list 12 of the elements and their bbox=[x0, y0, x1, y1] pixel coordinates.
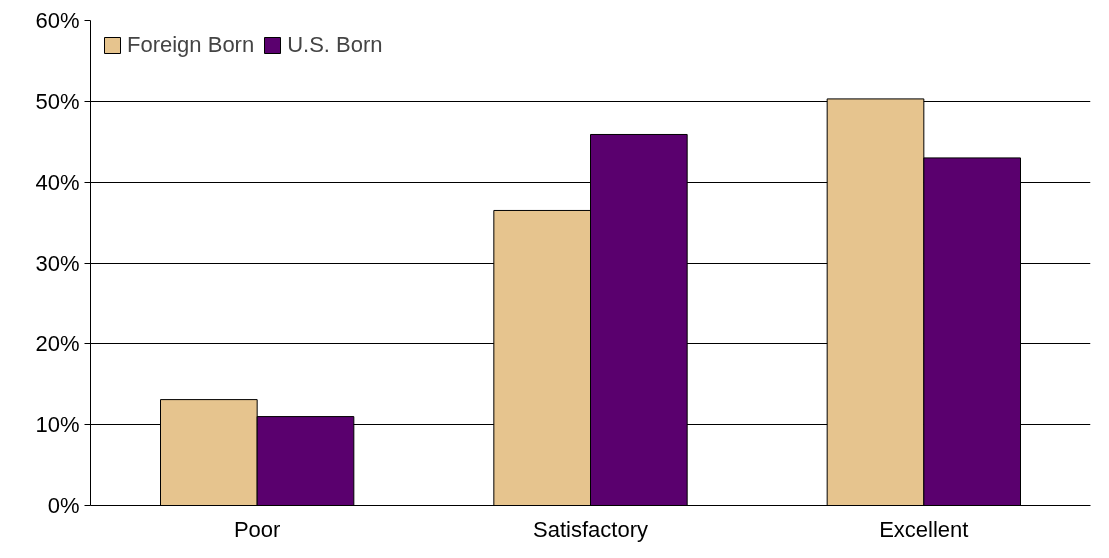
y-tick-label: 10% bbox=[35, 412, 80, 438]
y-tick-label: 30% bbox=[35, 250, 80, 276]
x-tick-label: Poor bbox=[233, 516, 281, 542]
y-tick-label: 60% bbox=[35, 8, 80, 33]
y-tick-label: 20% bbox=[35, 331, 80, 357]
legend-label: U.S. Born bbox=[287, 32, 383, 58]
legend-label: Foreign Born bbox=[127, 32, 255, 58]
x-tick-label: Satisfactory bbox=[533, 516, 648, 542]
y-tick-label: 0% bbox=[47, 493, 80, 518]
y-tick-label: 50% bbox=[35, 88, 80, 114]
x-tick-label: Excellent bbox=[879, 516, 969, 542]
y-tick-label: 40% bbox=[35, 169, 80, 195]
